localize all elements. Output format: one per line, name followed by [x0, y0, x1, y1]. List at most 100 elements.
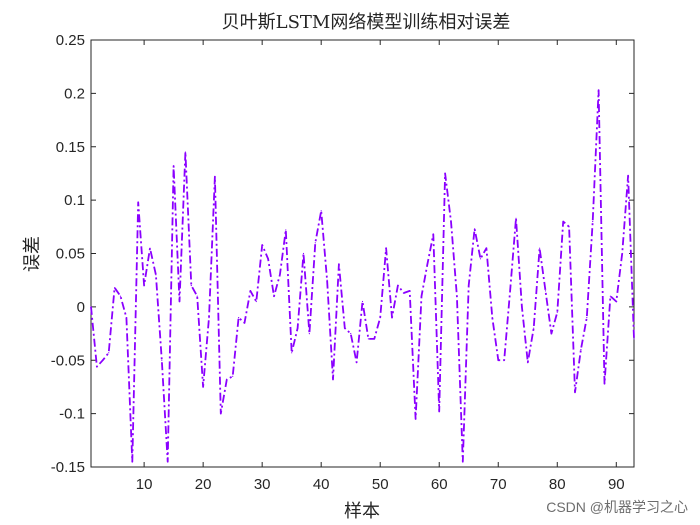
- data-point: [214, 176, 216, 178]
- data-point: [108, 352, 110, 354]
- data-point: [137, 201, 139, 203]
- data-point: [491, 317, 493, 319]
- data-point: [267, 258, 269, 260]
- watermark: CSDN @机器学习之心: [546, 499, 688, 515]
- y-tick-label: 0.25: [56, 32, 85, 49]
- data-point: [379, 317, 381, 319]
- y-tick-label: 0.1: [64, 192, 85, 209]
- y-tick-label: 0: [77, 299, 85, 316]
- data-point: [167, 461, 169, 463]
- data-point: [238, 317, 240, 319]
- data-point: [562, 220, 564, 223]
- data-point: [143, 284, 145, 287]
- data-point: [291, 352, 293, 354]
- x-axis-label: 样本: [344, 501, 380, 522]
- data-point: [432, 233, 434, 235]
- data-point: [462, 461, 464, 463]
- data-point: [556, 311, 558, 313]
- data-point: [178, 300, 181, 303]
- x-tick-label: 10: [136, 476, 153, 493]
- data-point: [90, 306, 92, 308]
- data-point: [202, 386, 204, 388]
- y-tick-label: 0.2: [64, 85, 85, 102]
- data-point: [420, 295, 423, 297]
- data-point: [261, 244, 263, 246]
- x-tick-label: 50: [372, 476, 389, 493]
- data-point: [580, 349, 582, 351]
- data-point: [615, 300, 617, 303]
- chart-title: 贝叶斯LSTM网络模型训练相对误差: [222, 12, 511, 33]
- data-point: [544, 290, 547, 292]
- data-point: [438, 410, 440, 413]
- data-point: [503, 359, 505, 361]
- data-point: [367, 338, 369, 340]
- data-point: [114, 287, 116, 289]
- data-point: [574, 391, 576, 393]
- data-point: [527, 361, 529, 363]
- data-point: [539, 247, 541, 249]
- data-point: [586, 317, 588, 319]
- data-point: [279, 274, 281, 276]
- series-layer: [90, 89, 635, 463]
- data-point: [426, 263, 428, 265]
- data-point: [208, 317, 210, 319]
- data-point: [385, 247, 387, 249]
- data-point: [592, 220, 594, 223]
- data-point: [125, 317, 127, 319]
- data-point: [297, 327, 299, 329]
- data-point: [190, 284, 192, 287]
- data-point: [397, 284, 399, 287]
- data-point: [415, 418, 417, 420]
- data-point: [598, 89, 600, 91]
- data-point: [249, 290, 251, 292]
- y-tick-label: -0.05: [51, 352, 85, 369]
- data-point: [350, 333, 352, 335]
- data-point: [302, 252, 305, 255]
- data-point: [155, 274, 157, 276]
- x-tick-label: 80: [549, 476, 566, 493]
- data-point: [338, 263, 340, 265]
- x-tick-label: 30: [254, 476, 271, 493]
- data-point: [356, 361, 358, 363]
- data-point: [361, 300, 364, 303]
- data-point: [196, 295, 198, 297]
- data-point: [226, 378, 228, 381]
- data-point: [479, 258, 482, 260]
- data-point: [403, 292, 405, 294]
- data-point: [308, 333, 310, 335]
- data-point: [184, 151, 186, 153]
- data-point: [102, 359, 104, 361]
- data-point: [220, 413, 222, 415]
- data-point: [320, 210, 322, 212]
- data-point: [533, 327, 535, 329]
- data-point: [149, 247, 151, 249]
- x-tick-label: 90: [608, 476, 625, 493]
- data-point: [509, 290, 511, 292]
- data-point: [314, 242, 316, 244]
- data-point: [373, 338, 375, 340]
- x-tick-label: 70: [490, 476, 507, 493]
- axis-ticks: 10 20 30 40 50 60 70 80 90 -0.15 -0.1 -0.05 0 0.05 0.1…: [51, 32, 634, 493]
- data-point: [450, 220, 452, 223]
- data-point: [285, 229, 287, 231]
- data-point: [474, 228, 476, 230]
- data-point: [255, 300, 257, 303]
- data-point: [485, 247, 487, 249]
- data-point: [515, 217, 517, 219]
- data-point: [550, 333, 553, 335]
- data-point: [627, 175, 629, 177]
- y-tick-label: 0.15: [56, 139, 85, 156]
- data-point: [273, 295, 275, 297]
- data-point: [633, 338, 635, 340]
- data-point: [409, 290, 411, 292]
- y-axis-label: 误差: [22, 236, 43, 272]
- x-tick-label: 20: [195, 476, 212, 493]
- y-tick-label: -0.15: [51, 459, 85, 476]
- data-point: [243, 322, 246, 324]
- data-point: [119, 295, 122, 297]
- series-line: [90, 89, 635, 463]
- data-point: [344, 327, 346, 329]
- data-point: [173, 165, 175, 167]
- data-point: [96, 366, 98, 368]
